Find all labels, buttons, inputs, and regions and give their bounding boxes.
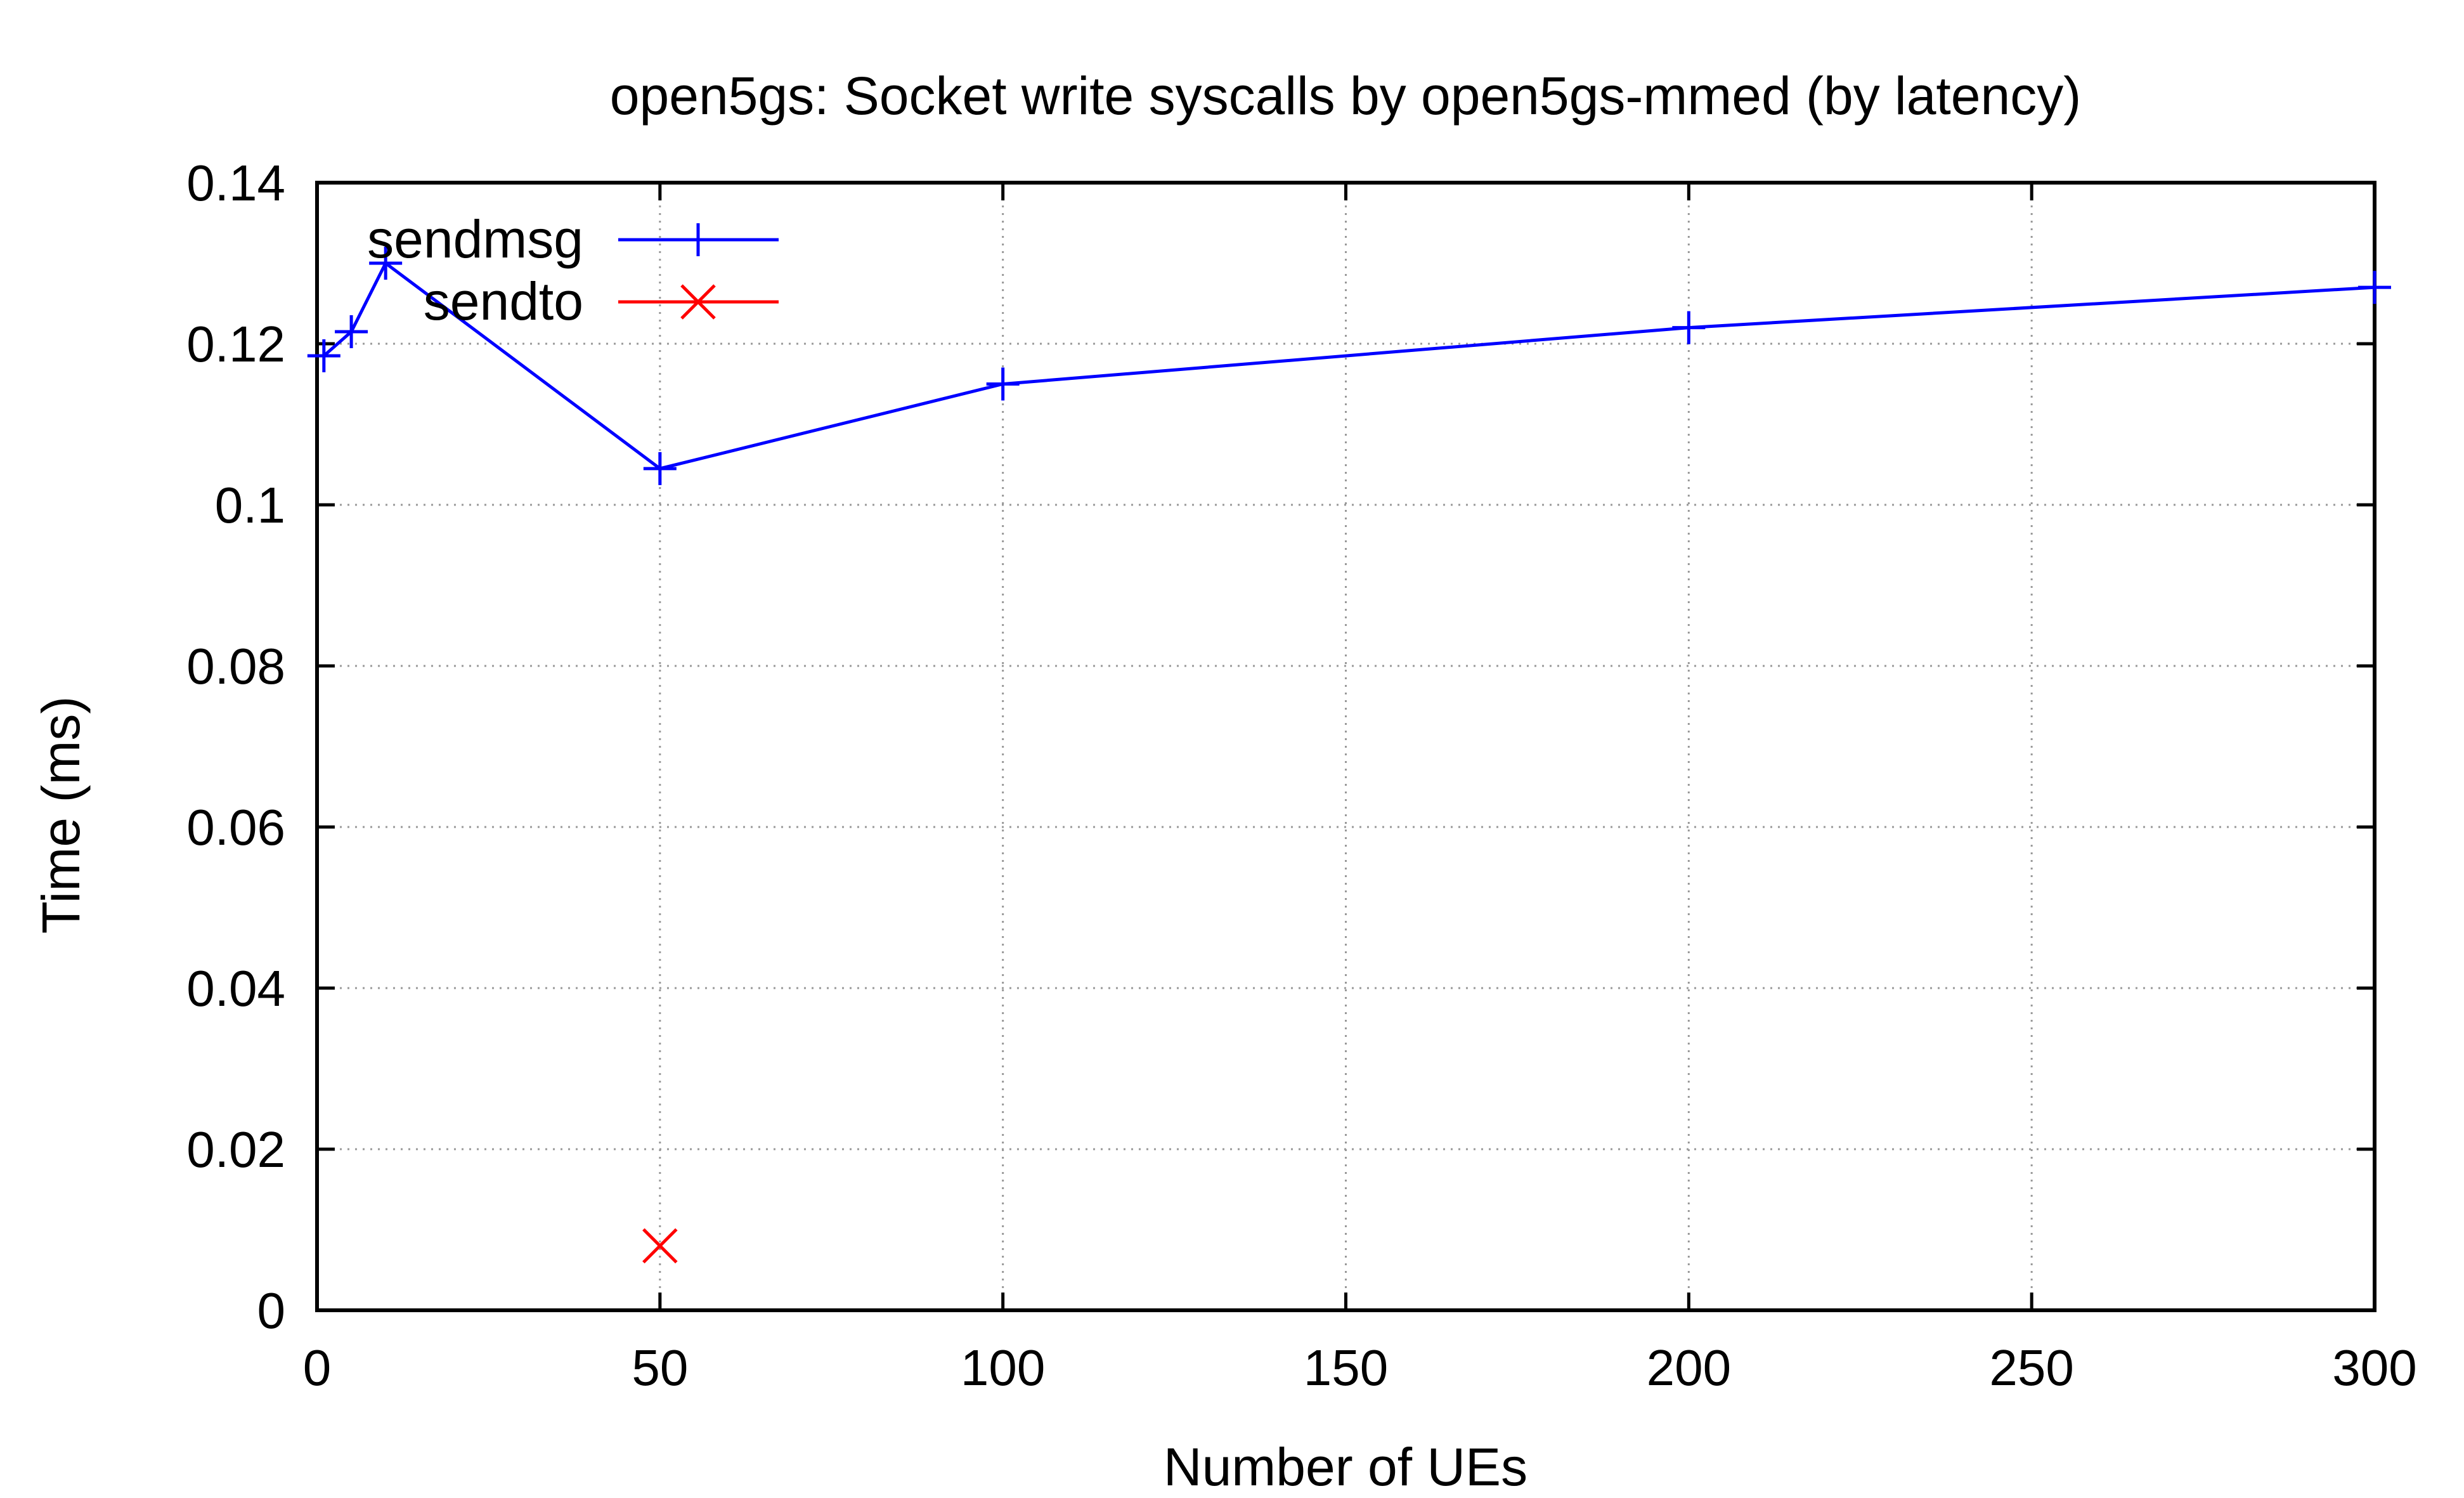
grid: [317, 183, 2375, 1310]
series-layer: [307, 247, 2391, 1264]
x-tick-label: 100: [961, 1339, 1045, 1396]
x-axis-title: Number of UEs: [1164, 1437, 1527, 1497]
x-axis-ticks: 0 50 100 150 200 250 300: [303, 183, 2417, 1396]
x-tick-label: 50: [632, 1339, 688, 1396]
y-axis-ticks: 0 0.02 0.04 0.06 0.08 0.1 0.12 0.14: [186, 155, 2375, 1339]
legend-marker-sendto-d2: [680, 284, 716, 320]
legend-marker-sendmsg: [682, 223, 715, 256]
sendmsg-point: [2358, 271, 2391, 304]
chart-title: open5gs: Socket write syscalls by open5g…: [610, 66, 2081, 126]
legend-label-sendto: sendto: [424, 271, 583, 331]
legend-item-sendmsg: sendmsg: [367, 209, 779, 269]
x-tick-label: 150: [1304, 1339, 1388, 1396]
sendmsg-point: [986, 367, 1020, 401]
y-tick-label: 0.14: [186, 155, 285, 211]
y-tick-label: 0.1: [215, 477, 285, 533]
y-tick-label: 0: [257, 1282, 286, 1339]
sendto-point: [642, 1228, 678, 1264]
y-tick-label: 0.02: [186, 1121, 285, 1178]
x-tick-label: 200: [1647, 1339, 1731, 1396]
y-axis-title: Time (ms): [31, 696, 91, 934]
series-sendto: [642, 1228, 678, 1264]
x-tick-label: 250: [1989, 1339, 2073, 1396]
x-tick-label: 300: [2332, 1339, 2416, 1396]
sendto-point-d2: [642, 1228, 678, 1264]
y-tick-label: 0.12: [186, 316, 285, 372]
sendmsg-point: [643, 452, 677, 485]
legend-label-sendmsg: sendmsg: [367, 209, 583, 269]
x-tick-label: 0: [303, 1339, 332, 1396]
sendmsg-point: [335, 315, 368, 348]
legend-item-sendto: sendto: [424, 271, 779, 331]
sendmsg-point: [1672, 311, 1706, 344]
y-tick-label: 0.08: [186, 638, 285, 694]
sendmsg-point: [369, 247, 403, 280]
sendmsg-point: [307, 339, 340, 373]
legend-marker-sendto: [680, 284, 716, 320]
y-tick-label: 0.06: [186, 799, 285, 856]
series-sendmsg: [307, 247, 2391, 485]
y-tick-label: 0.04: [186, 960, 285, 1017]
sendmsg-line: [323, 261, 2375, 471]
